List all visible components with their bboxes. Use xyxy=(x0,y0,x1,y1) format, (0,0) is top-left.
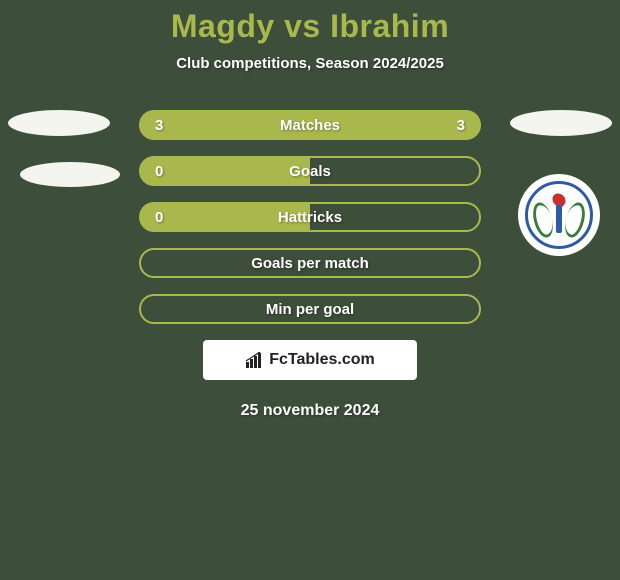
brand-text: FcTables.com xyxy=(269,351,375,369)
player-left-shape-2 xyxy=(20,162,120,187)
page-title: Magdy vs Ibrahim xyxy=(0,0,620,45)
stat-label: Min per goal xyxy=(266,301,354,318)
player-right-shape xyxy=(510,110,612,136)
date-label: 25 november 2024 xyxy=(0,402,620,420)
stat-label: Goals per match xyxy=(251,255,369,272)
stat-label: Goals xyxy=(289,163,331,180)
stat-row: Goals 0 xyxy=(139,156,481,186)
stat-row: Goals per match xyxy=(139,248,481,278)
player-left-shape-1 xyxy=(8,110,110,136)
stat-label: Matches xyxy=(280,117,340,134)
torch-icon xyxy=(549,195,569,235)
stat-label: Hattricks xyxy=(278,209,342,226)
page-subtitle: Club competitions, Season 2024/2025 xyxy=(0,55,620,72)
stat-row: Hattricks 0 xyxy=(139,202,481,232)
torch-handle-icon xyxy=(556,205,562,233)
stat-value-right: 3 xyxy=(457,117,465,134)
stat-value-left: 0 xyxy=(155,163,163,180)
stat-value-left: 3 xyxy=(155,117,163,134)
bar-chart-icon xyxy=(245,352,265,368)
brand-box: FcTables.com xyxy=(203,340,417,380)
stats-area: Matches 3 3 Goals 0 Hattricks 0 Goals per match… xyxy=(0,110,620,324)
stat-row: Matches 3 3 xyxy=(139,110,481,140)
club-logo-right xyxy=(518,174,600,256)
stat-value-left: 0 xyxy=(155,209,163,226)
club-logo-inner xyxy=(525,181,593,249)
infographic-container: Magdy vs Ibrahim Club competitions, Seas… xyxy=(0,0,620,580)
stat-row: Min per goal xyxy=(139,294,481,324)
